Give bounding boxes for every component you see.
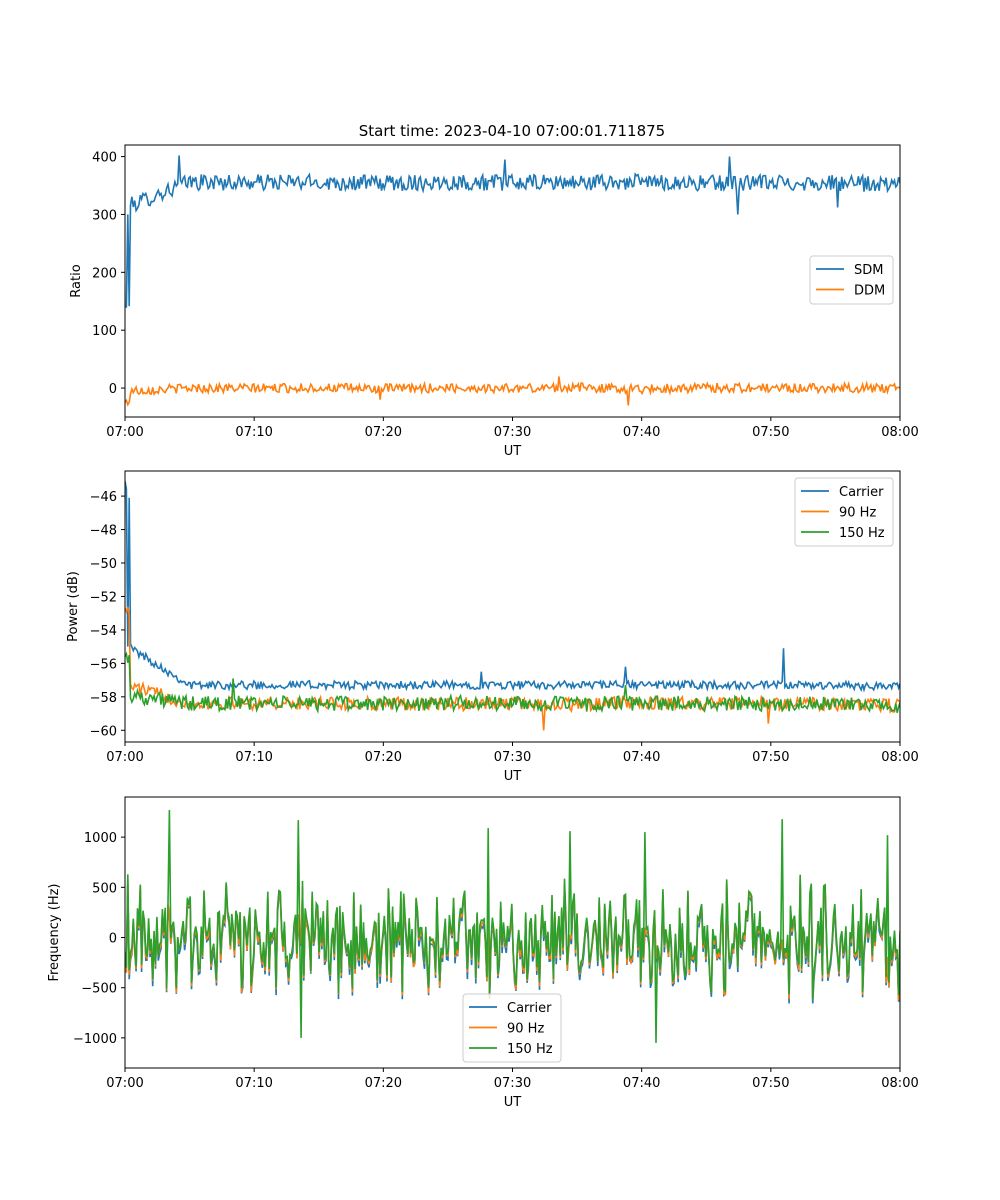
y-tick-label: 400 [92, 151, 117, 166]
y-tick-label: −48 [90, 524, 117, 539]
series-line-sdm [125, 155, 900, 308]
legend-box [809, 255, 894, 305]
y-tick-label: −52 [90, 590, 117, 605]
legend: SDM DDM [809, 255, 894, 305]
x-tick-label: 07:10 [235, 1076, 272, 1091]
series-line-carrier [125, 480, 900, 693]
x-tick-label: 07:30 [494, 1076, 531, 1091]
y-tick-label: 1000 [84, 831, 117, 846]
y-tick-label: 300 [92, 208, 117, 223]
y-axis-label: Power (dB) [66, 571, 81, 642]
x-tick-label: 07:40 [623, 1076, 660, 1091]
x-tick-label: 07:30 [494, 425, 531, 440]
legend-entry: 150 Hz [507, 1042, 553, 1057]
y-tick-label: 0 [109, 382, 117, 397]
legend-entry: DDM [854, 284, 885, 299]
figure-title: Start time: 2023-04-10 07:00:01.711875 [359, 122, 665, 140]
legend-entry: 90 Hz [507, 1022, 544, 1037]
x-tick-label: 07:40 [623, 425, 660, 440]
x-tick-label: 07:40 [623, 750, 660, 765]
y-tick-label: −1000 [73, 1032, 117, 1047]
y-tick-label: 100 [92, 324, 117, 339]
x-tick-label: 07:50 [752, 750, 789, 765]
x-tick-label: 07:00 [106, 425, 143, 440]
x-tick-label: 07:20 [365, 750, 402, 765]
series-line-150-hz [125, 651, 900, 714]
y-tick-label: −500 [81, 982, 117, 997]
x-tick-label: 07:50 [752, 425, 789, 440]
y-tick-label: 500 [92, 881, 117, 896]
x-tick-label: 07:20 [365, 425, 402, 440]
legend: Carrier 90 Hz 150 Hz [794, 477, 894, 547]
legend-entry: Carrier [839, 485, 884, 500]
y-tick-label: −46 [90, 490, 117, 505]
ratio-subplot: 07:00 07:10 07:20 07:30 07:40 07:50 08:00 0 100 2… [69, 144, 919, 459]
legend-box [462, 993, 562, 1063]
power-subplot: 07:00 07:10 07:20 07:30 07:40 07:50 08:00 −60 −5… [66, 470, 919, 784]
legend-entry: SDM [854, 263, 883, 278]
x-tick-label: 07:50 [752, 1076, 789, 1091]
x-axis-label: UT [504, 444, 522, 459]
x-tick-label: 07:30 [494, 750, 531, 765]
y-tick-label: −56 [90, 657, 117, 672]
y-tick-label: −58 [90, 691, 117, 706]
y-tick-label: 0 [109, 932, 117, 947]
y-tick-label: 200 [92, 266, 117, 281]
x-tick-label: 07:00 [106, 1076, 143, 1091]
x-tick-label: 07:10 [235, 425, 272, 440]
legend: Carrier 90 Hz 150 Hz [462, 993, 562, 1063]
legend-box [794, 477, 894, 547]
legend-entry: 150 Hz [839, 526, 885, 541]
legend-entry: 90 Hz [839, 506, 876, 521]
y-tick-label: −54 [90, 624, 117, 639]
series-line-150-hz [125, 809, 900, 1043]
x-tick-label: 07:20 [365, 1076, 402, 1091]
x-tick-label: 07:00 [106, 750, 143, 765]
y-tick-label: −50 [90, 557, 117, 572]
y-axis-label: Frequency (Hz) [47, 883, 62, 981]
x-tick-label: 08:00 [881, 750, 918, 765]
legend-entry: Carrier [507, 1001, 552, 1016]
series-line-ddm [125, 376, 900, 407]
x-axis-label: UT [504, 769, 522, 784]
x-tick-label: 08:00 [881, 425, 918, 440]
frequency-subplot: 07:00 07:10 07:20 07:30 07:40 07:50 08:00 −1000… [47, 796, 919, 1110]
x-tick-label: 07:10 [235, 750, 272, 765]
x-tick-label: 08:00 [881, 1076, 918, 1091]
x-axis-label: UT [504, 1095, 522, 1110]
y-tick-label: −60 [90, 724, 117, 739]
y-axis-label: Ratio [69, 264, 84, 297]
